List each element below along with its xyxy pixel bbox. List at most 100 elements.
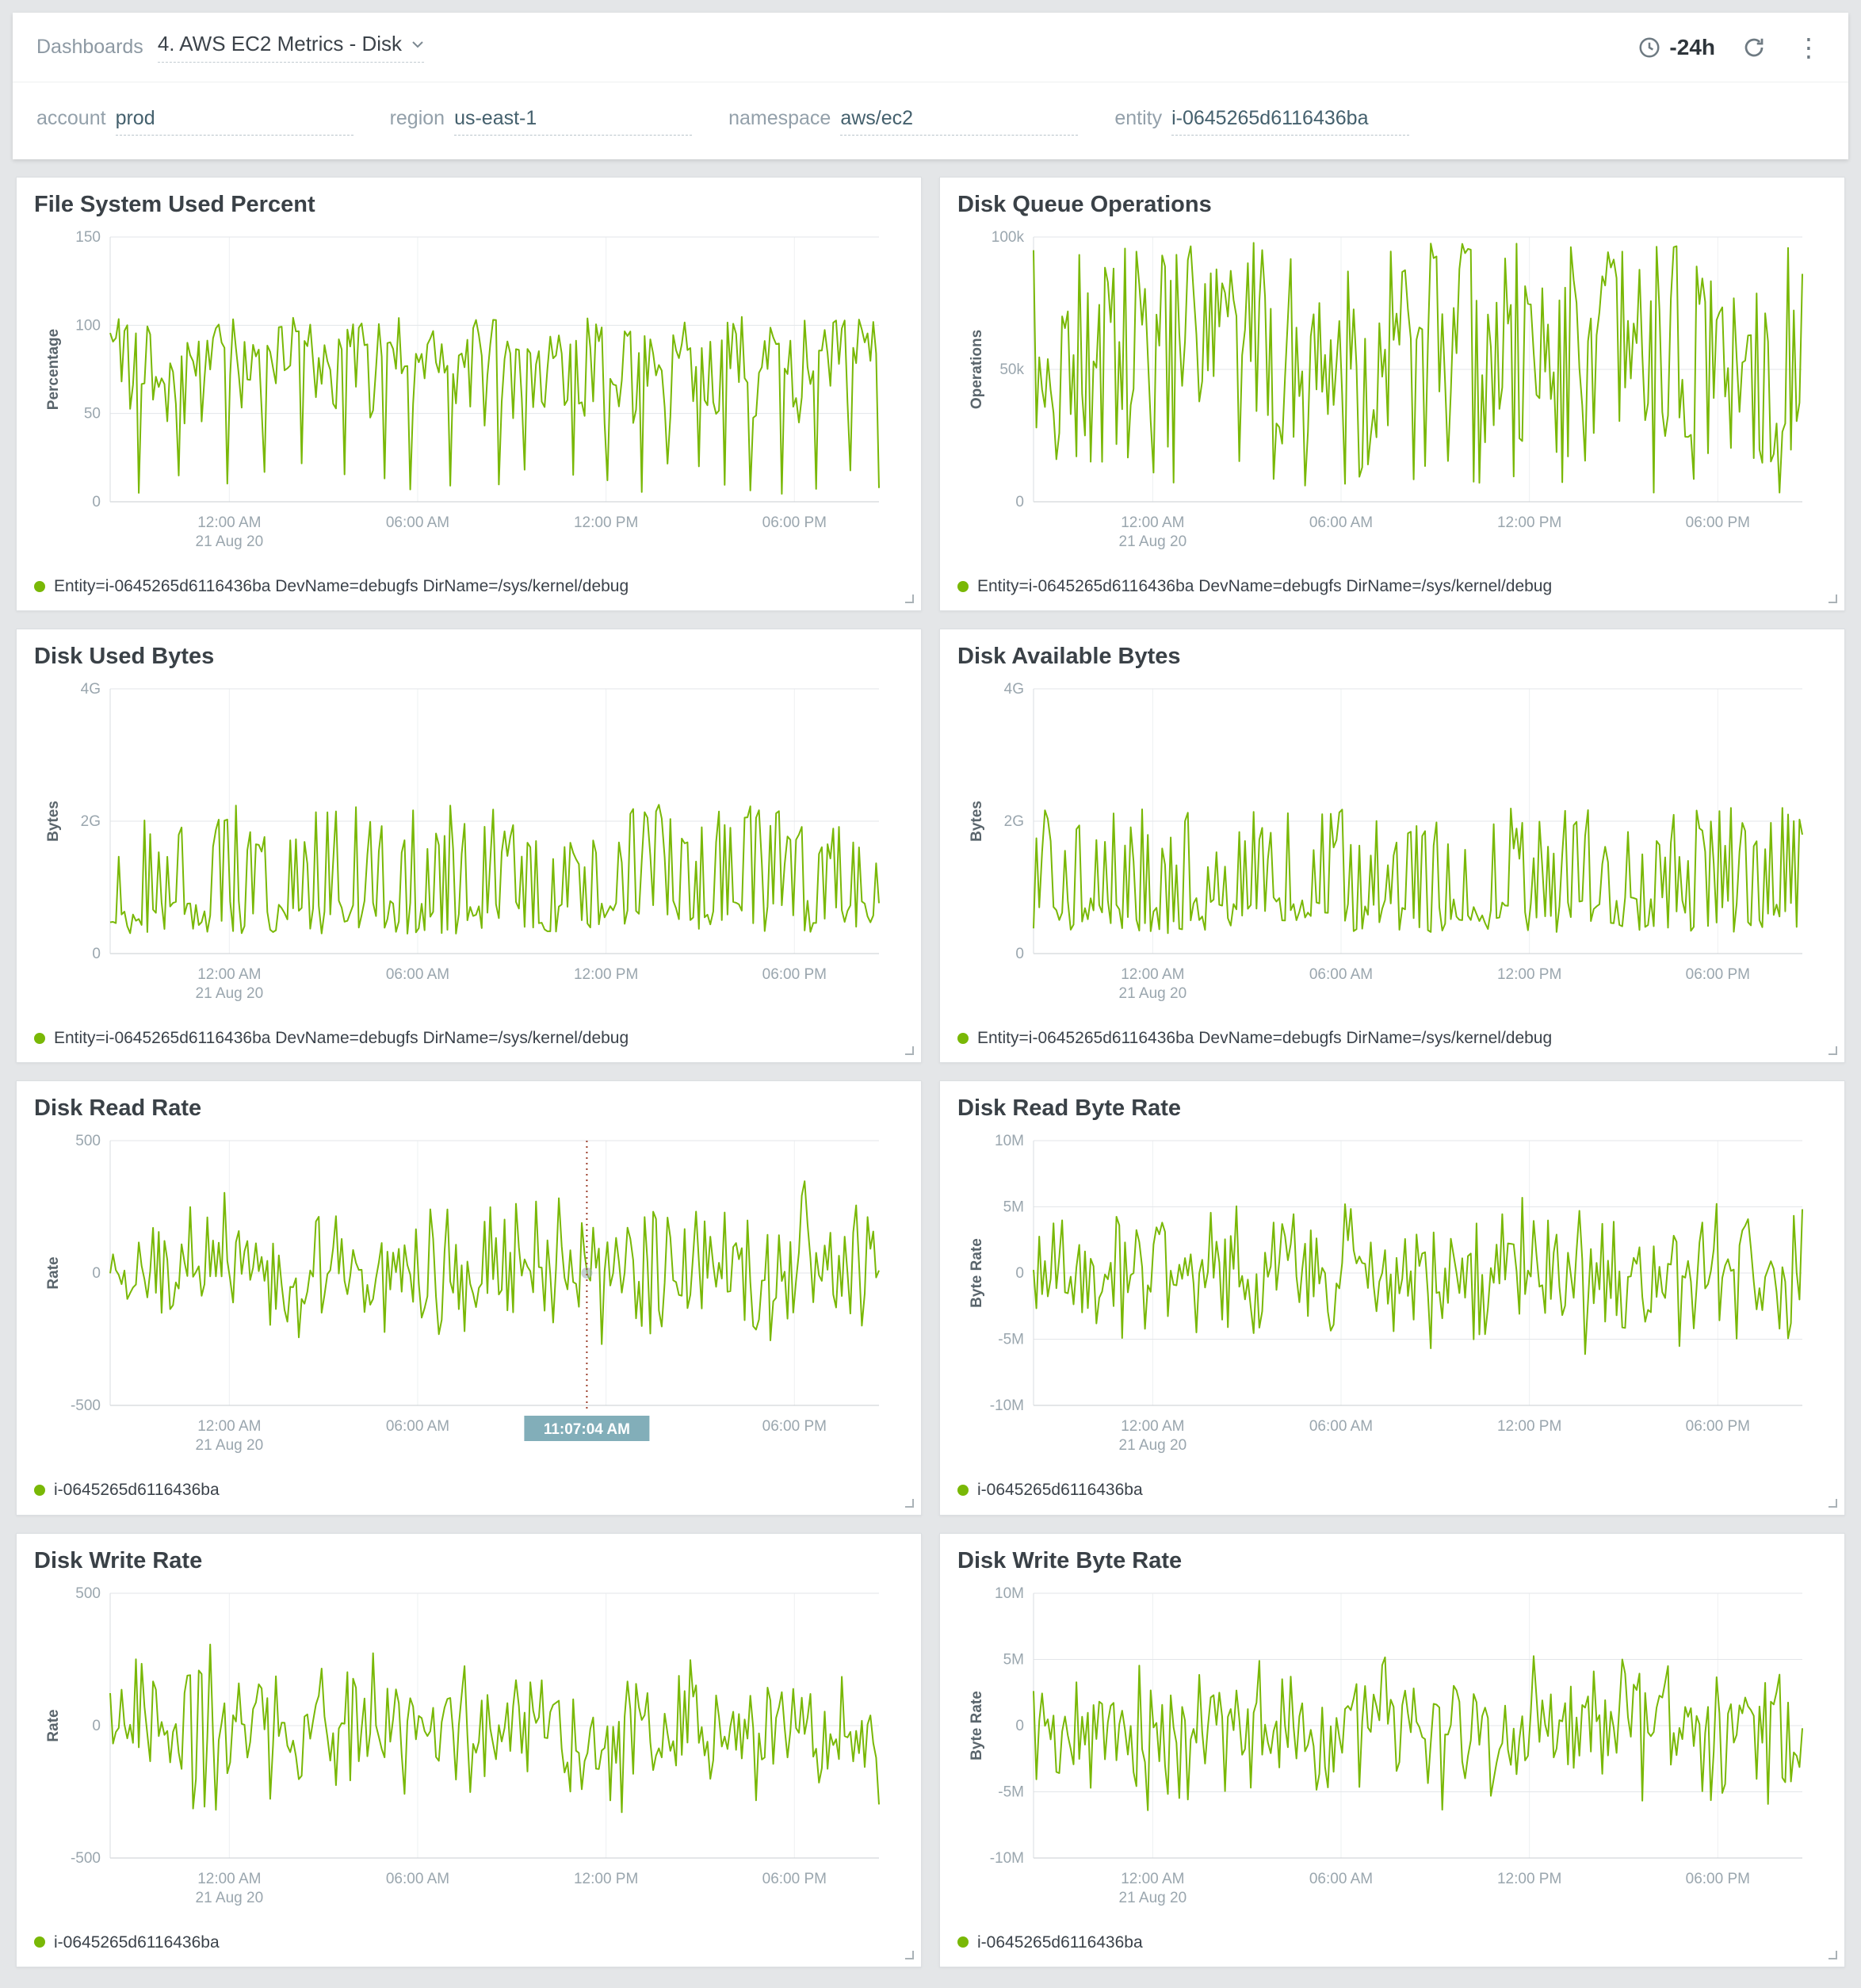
panel-resize-handle[interactable]	[1829, 1498, 1837, 1508]
legend-color-dot	[957, 580, 969, 592]
chart-legend[interactable]: Entity=i-0645265d6116436ba DevName=debug…	[34, 1028, 904, 1048]
filter-label: account	[36, 106, 106, 129]
panel-title: Disk Read Rate	[34, 1095, 202, 1122]
refresh-icon[interactable]	[1742, 36, 1766, 59]
legend-color-dot	[957, 1936, 969, 1948]
svg-text:21 Aug 20: 21 Aug 20	[196, 985, 264, 1002]
panel-resize-handle[interactable]	[1829, 594, 1837, 604]
chart-legend[interactable]: Entity=i-0645265d6116436ba DevName=debug…	[957, 1028, 1827, 1048]
svg-text:10M: 10M	[995, 1133, 1024, 1149]
panel-title: Disk Used Bytes	[34, 644, 215, 670]
svg-text:06:00 AM: 06:00 AM	[1309, 966, 1373, 983]
svg-text:50: 50	[84, 406, 101, 422]
filter-value-input[interactable]: prod	[115, 107, 353, 136]
chart-area[interactable]: 10M 5M 0 -5M -10M Byte Rate 12:00 AM 21 Aug 20 0…	[957, 1128, 1827, 1477]
svg-text:21 Aug 20: 21 Aug 20	[196, 1890, 264, 1906]
legend-color-dot	[34, 1032, 45, 1044]
svg-text:-10M: -10M	[990, 1850, 1024, 1867]
svg-text:0: 0	[1015, 494, 1024, 510]
chart-area[interactable]: 150 100 50 0 Percentage 12:00 AM 21 Aug 20 06:0…	[34, 224, 904, 573]
svg-text:12:00 PM: 12:00 PM	[574, 966, 638, 983]
chart-legend[interactable]: i-0645265d6116436ba	[957, 1480, 1827, 1500]
svg-text:-5M: -5M	[998, 1332, 1024, 1348]
filter-value-input[interactable]: aws/ec2	[840, 107, 1079, 136]
panel-resize-handle[interactable]	[905, 594, 914, 604]
panel-resize-handle[interactable]	[905, 1950, 914, 1959]
chart-svg: 10M 5M 0 -5M -10M Byte Rate 12:00 AM 21 Aug 20 0…	[969, 1585, 1803, 1906]
svg-text:4G: 4G	[81, 681, 101, 698]
svg-text:06:00 PM: 06:00 PM	[762, 1418, 827, 1435]
time-range-picker[interactable]: -24h	[1637, 35, 1715, 60]
svg-text:100: 100	[75, 317, 101, 334]
legend-label: Entity=i-0645265d6116436ba DevName=debug…	[54, 1029, 629, 1048]
chart-area[interactable]: 4G 2G 0 Bytes 12:00 AM 21 Aug 20 06:00 AM 12:00…	[34, 676, 904, 1025]
svg-text:-500: -500	[71, 1397, 101, 1414]
svg-text:50k: 50k	[999, 361, 1024, 378]
topbar-left: Dashboards 4. AWS EC2 Metrics - Disk	[36, 32, 425, 63]
chart-panel: Disk Used Bytes 4G 2G 0 Bytes 12:00 AM 21 Aug…	[16, 629, 922, 1064]
svg-text:Rate: Rate	[45, 1257, 62, 1290]
chart-svg: 4G 2G 0 Bytes 12:00 AM 21 Aug 20 06:00 AM 12:00…	[969, 681, 1803, 1002]
chart-area[interactable]: 10M 5M 0 -5M -10M Byte Rate 12:00 AM 21 Aug 20 0…	[957, 1581, 1827, 1929]
svg-text:06:00 PM: 06:00 PM	[1686, 514, 1750, 531]
chart-area[interactable]: 100k 50k 0 Operations 12:00 AM 21 Aug 20 06:00…	[957, 224, 1827, 573]
filter-value-input[interactable]: i-0645265d6116436ba	[1171, 107, 1410, 136]
svg-text:Byte Rate: Byte Rate	[969, 1239, 985, 1309]
legend-color-dot	[957, 1032, 969, 1044]
chart-legend[interactable]: Entity=i-0645265d6116436ba DevName=debug…	[34, 576, 904, 596]
filter-label: namespace	[728, 106, 831, 129]
legend-color-dot	[34, 1936, 45, 1948]
filter-value-input[interactable]: us-east-1	[454, 107, 693, 136]
chart-panel: Disk Queue Operations 100k 50k 0 Operations…	[939, 177, 1845, 612]
svg-text:-5M: -5M	[998, 1783, 1024, 1800]
kebab-menu-icon[interactable]: ⋮	[1796, 32, 1821, 62]
chart-panel: Disk Write Byte Rate 10M 5M 0 -5M -10M Byte R…	[939, 1532, 1845, 1967]
svg-text:2G: 2G	[1004, 813, 1024, 830]
panel-title: File System Used Percent	[34, 192, 315, 217]
svg-text:0: 0	[92, 1718, 101, 1734]
panel-resize-handle[interactable]	[1829, 1950, 1837, 1959]
panel-resize-handle[interactable]	[1829, 1046, 1837, 1056]
legend-label: Entity=i-0645265d6116436ba DevName=debug…	[977, 577, 1553, 595]
chart-svg: 100k 50k 0 Operations 12:00 AM 21 Aug 20 06:00…	[969, 229, 1803, 550]
header-card: Dashboards 4. AWS EC2 Metrics - Disk -24…	[13, 13, 1848, 159]
svg-text:Bytes: Bytes	[45, 801, 62, 842]
svg-text:12:00 AM: 12:00 AM	[1121, 966, 1184, 983]
svg-text:12:00 AM: 12:00 AM	[197, 1871, 261, 1887]
svg-text:0: 0	[1015, 946, 1024, 962]
svg-text:500: 500	[75, 1585, 101, 1602]
svg-text:12:00 PM: 12:00 PM	[574, 1871, 638, 1887]
svg-text:12:00 AM: 12:00 AM	[197, 1418, 261, 1435]
panel-resize-handle[interactable]	[905, 1498, 914, 1508]
svg-text:06:00 AM: 06:00 AM	[1309, 1871, 1373, 1887]
svg-text:0: 0	[1015, 1265, 1024, 1282]
chart-area[interactable]: 4G 2G 0 Bytes 12:00 AM 21 Aug 20 06:00 AM 12:00…	[957, 676, 1827, 1025]
chart-panel: Disk Read Byte Rate 10M 5M 0 -5M -10M Byte Ra…	[939, 1080, 1845, 1516]
svg-text:Byte Rate: Byte Rate	[969, 1691, 985, 1761]
svg-text:0: 0	[92, 494, 101, 510]
topbar-right: -24h ⋮	[1637, 35, 1825, 60]
dashboard-selector[interactable]: 4. AWS EC2 Metrics - Disk	[157, 32, 425, 63]
legend-label: i-0645265d6116436ba	[977, 1933, 1143, 1952]
filter-label: entity	[1114, 106, 1163, 129]
filter-bar: account prod region us-east-1 namespace …	[13, 82, 1848, 159]
svg-text:21 Aug 20: 21 Aug 20	[196, 1437, 264, 1454]
chart-legend[interactable]: i-0645265d6116436ba	[957, 1933, 1827, 1952]
svg-text:Operations: Operations	[969, 330, 985, 409]
svg-text:500: 500	[75, 1133, 101, 1149]
svg-text:11:07:04 AM: 11:07:04 AM	[544, 1421, 630, 1438]
panel-resize-handle[interactable]	[905, 1046, 914, 1056]
svg-text:06:00 AM: 06:00 AM	[386, 1871, 449, 1887]
breadcrumb-dashboards[interactable]: Dashboards	[36, 36, 143, 58]
svg-text:21 Aug 20: 21 Aug 20	[1119, 533, 1187, 550]
chart-legend[interactable]: i-0645265d6116436ba	[34, 1933, 904, 1952]
chart-legend[interactable]: Entity=i-0645265d6116436ba DevName=debug…	[957, 576, 1827, 596]
svg-text:06:00 AM: 06:00 AM	[1309, 514, 1373, 531]
legend-label: i-0645265d6116436ba	[977, 1481, 1143, 1500]
svg-text:06:00 AM: 06:00 AM	[386, 514, 449, 531]
legend-color-dot	[957, 1484, 969, 1496]
legend-label: i-0645265d6116436ba	[54, 1933, 220, 1952]
chart-legend[interactable]: i-0645265d6116436ba	[34, 1480, 904, 1500]
